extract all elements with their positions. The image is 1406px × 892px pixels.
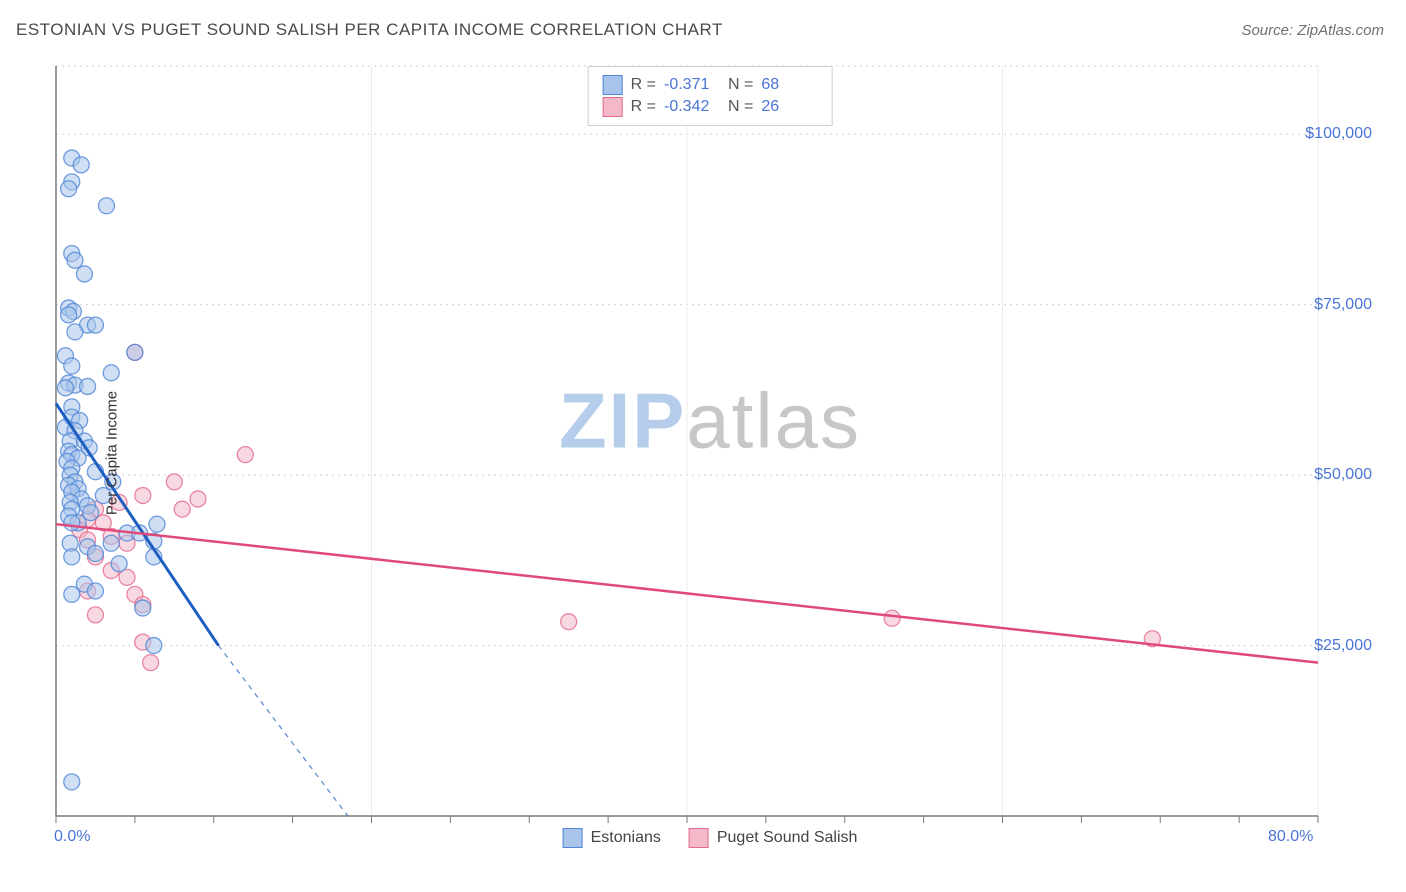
- legend-item: Estonians: [563, 828, 661, 848]
- y-tick-label: $50,000: [1314, 466, 1372, 484]
- source-label: Source: ZipAtlas.com: [1241, 22, 1384, 39]
- legend-swatch: [603, 97, 623, 117]
- y-axis-label: Per Capita Income: [104, 391, 121, 515]
- r-label: R =: [631, 76, 656, 94]
- y-tick-label: $25,000: [1314, 637, 1372, 655]
- correlation-legend: R = -0.371 N = 68 R = -0.342 N = 26: [588, 66, 833, 126]
- y-tick-label: $75,000: [1314, 296, 1372, 314]
- n-value: 68: [761, 76, 817, 94]
- legend-label: Puget Sound Salish: [717, 829, 858, 847]
- legend-swatch: [603, 75, 623, 95]
- series-legend: Estonians Puget Sound Salish: [563, 828, 858, 848]
- x-tick-label: 0.0%: [54, 828, 90, 846]
- legend-row: R = -0.371 N = 68: [603, 75, 818, 95]
- n-value: 26: [761, 98, 817, 116]
- page-title: ESTONIAN VS PUGET SOUND SALISH PER CAPIT…: [16, 20, 723, 40]
- chart-container: ESTONIAN VS PUGET SOUND SALISH PER CAPIT…: [0, 0, 1406, 892]
- legend-item: Puget Sound Salish: [689, 828, 858, 848]
- r-value: -0.371: [664, 76, 720, 94]
- y-tick-label: $100,000: [1305, 125, 1372, 143]
- legend-swatch: [689, 828, 709, 848]
- legend-row: R = -0.342 N = 26: [603, 97, 818, 117]
- n-label: N =: [728, 76, 753, 94]
- legend-swatch: [563, 828, 583, 848]
- legend-label: Estonians: [591, 829, 661, 847]
- x-tick-label: 80.0%: [1268, 828, 1313, 846]
- r-value: -0.342: [664, 98, 720, 116]
- r-label: R =: [631, 98, 656, 116]
- n-label: N =: [728, 98, 753, 116]
- scatter-chart: [40, 58, 1380, 848]
- plot-area: Per Capita Income ZIPatlas R =-0.371N =6…: [40, 58, 1380, 848]
